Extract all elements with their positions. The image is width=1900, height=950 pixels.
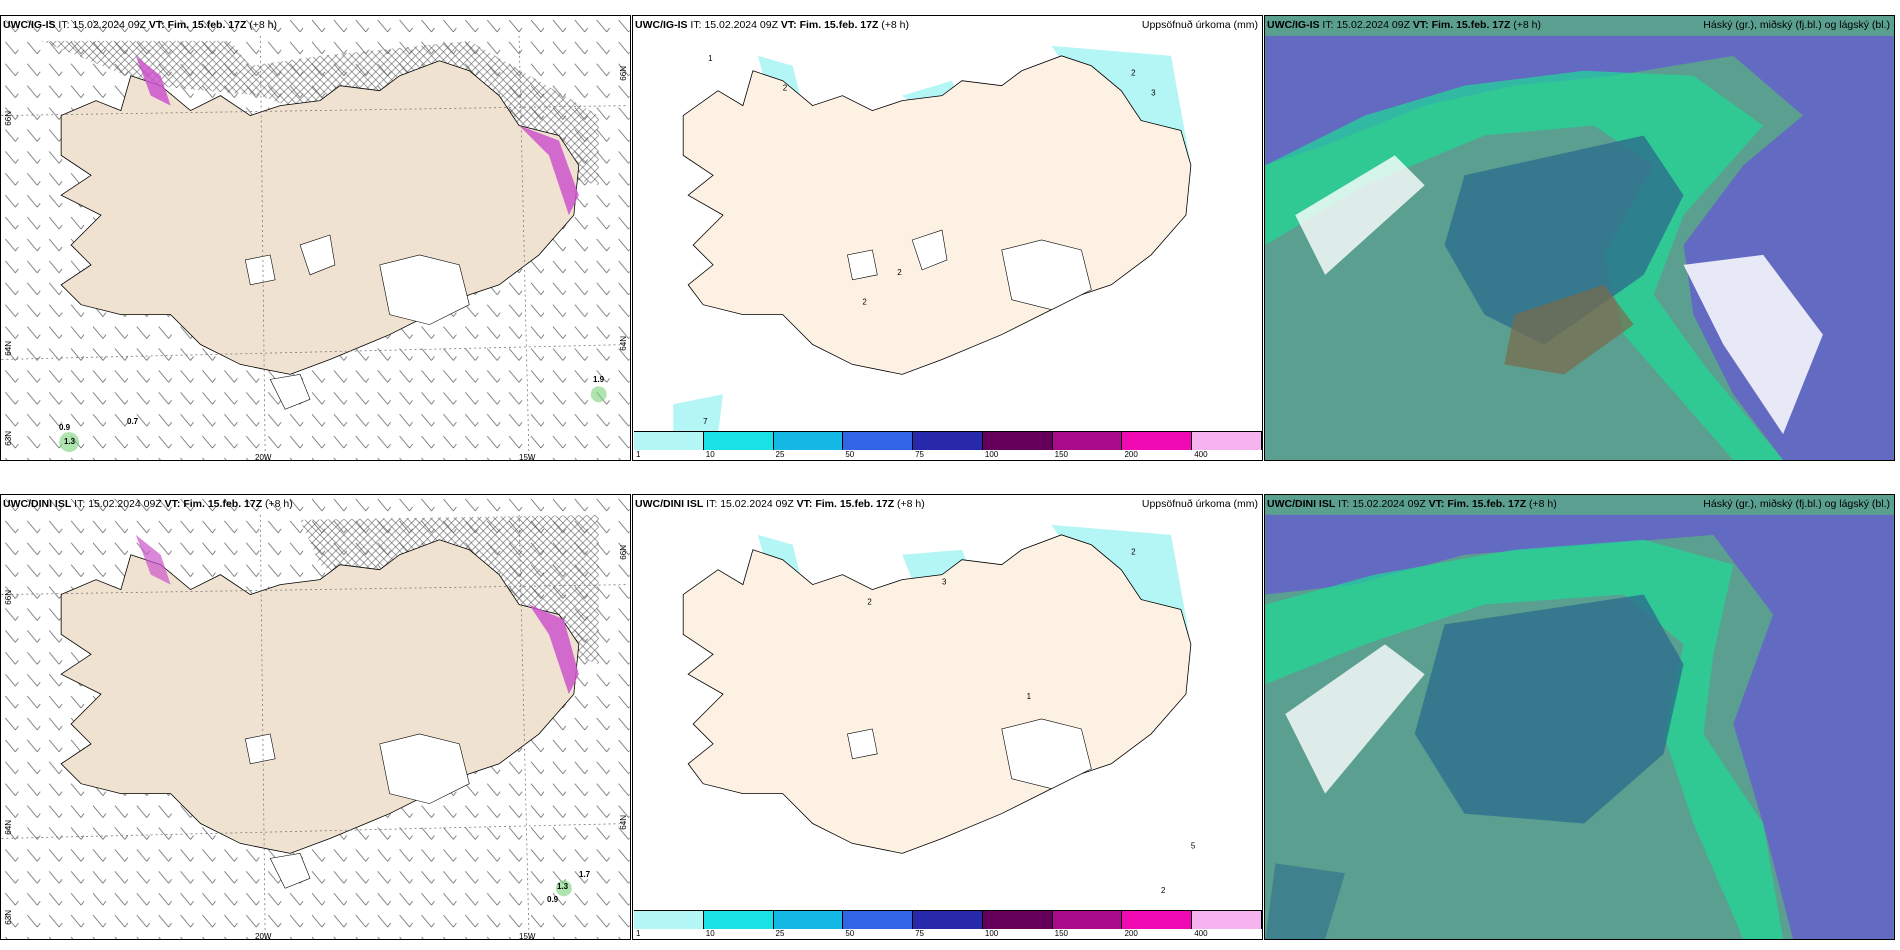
scale-cell [982,432,1053,450]
wind-snow-map-top: UWC/IG-IS IT: 15.02.2024 09Z VT: Fim. 15… [0,15,631,461]
scale-tick-label: 10 [705,929,715,938]
lat-label: 66N [619,66,628,81]
scale-tick-label: 50 [845,929,855,938]
scale-cell [634,911,704,929]
svg-text:1: 1 [1027,692,1032,701]
svg-text:7: 7 [703,417,708,426]
value-label: 0.9 [59,423,71,432]
svg-text:2: 2 [1131,548,1136,557]
value-label: 0.7 [127,417,139,426]
svg-text:2: 2 [1161,886,1166,895]
iceland-landmass [682,55,1192,375]
svg-text:2: 2 [862,298,867,307]
lat-label: 64N [4,341,13,356]
iceland-map: 2 3 2 1 5 2 [682,524,1196,895]
panel-header: UWC/DINI ISL IT: 15.02.2024 09Z VT: Fim.… [1267,498,1890,510]
scale-cell [843,911,914,929]
lon-label: 15W [519,932,536,940]
lat-label: 64N [619,336,628,351]
scale-cell [1192,432,1262,450]
scale-cell [1192,911,1262,929]
value-label: 1.3 [557,882,569,891]
svg-text:3: 3 [1151,89,1156,98]
iceland-landmass [682,534,1192,854]
scale-tick-label: 1 [636,450,641,459]
scale-tick-label: 400 [1194,450,1208,459]
svg-text:5: 5 [1191,841,1196,850]
svg-text:2: 2 [867,598,872,607]
precip-color-scale [634,431,1262,450]
cloud-map-top: UWC/IG-IS IT: 15.02.2024 09Z VT: Fim. 15… [1264,15,1895,461]
scale-tick-label: 25 [775,929,785,938]
scale-cell [1052,432,1123,450]
lat-label: 63N [4,431,13,446]
cloud-cover-map [1265,35,1894,460]
cloud-cover-map [1265,514,1894,939]
panel-header: UWC/IG-IS IT: 15.02.2024 09Z VT: Fim. 15… [1267,19,1890,31]
scale-cell [1122,432,1193,450]
lon-label: 20W [255,453,272,461]
cloud-map-bottom: UWC/DINI ISL IT: 15.02.2024 09Z VT: Fim.… [1264,494,1895,940]
scale-tick-label: 100 [984,929,999,938]
scale-cell [634,432,704,450]
svg-text:3: 3 [942,578,947,587]
precip-color-scale [634,910,1262,929]
scale-tick-label: 10 [705,450,715,459]
panel-header: UWC/DINI ISL IT: 15.02.2024 09Z VT: Fim.… [635,498,1258,510]
lon-label: 15W [519,453,536,461]
wind-snow-map-bottom: UWC/DINI ISL IT: 15.02.2024 09Z VT: Fim.… [0,494,631,940]
svg-text:2: 2 [783,84,788,93]
iceland-map [1,495,630,939]
lat-label: 64N [4,820,13,835]
scale-tick-label: 1 [636,929,641,938]
scale-cell [843,432,914,450]
scale-tick-label: 25 [775,450,785,459]
scale-tick-label: 50 [845,450,855,459]
lat-label: 66N [4,111,13,126]
scale-cell [1052,911,1123,929]
scale-cell [703,432,774,450]
lat-label: 66N [4,590,13,605]
scale-cell [773,911,844,929]
svg-text:2: 2 [897,268,902,277]
scale-tick-label: 200 [1124,929,1138,938]
scale-tick-label: 150 [1054,450,1069,459]
iceland-map [1,16,630,460]
scale-tick-label: 400 [1194,929,1208,938]
scale-cell [1122,911,1193,929]
precip-map-bottom: UWC/DINI ISL IT: 15.02.2024 09Z VT: Fim.… [632,494,1263,940]
value-label: 0.9 [547,895,559,904]
lat-label: 66N [619,545,628,560]
scale-cell [913,432,983,450]
precip-scale-ticks: 1 10 25 50 75 100 150 200 400 [634,929,1262,939]
scale-tick-label: 75 [915,929,925,938]
scale-tick-label: 75 [915,450,925,459]
panel-header: UWC/IG-IS IT: 15.02.2024 09Z VT: Fim. 15… [635,19,1258,31]
scale-cell [913,911,983,929]
scale-tick-label: 200 [1124,450,1138,459]
value-label: 1.9 [593,375,605,384]
panel-header: UWC/IG-IS IT: 15.02.2024 09Z VT: Fim. 15… [3,19,278,31]
precip-map-top: UWC/IG-IS IT: 15.02.2024 09Z VT: Fim. 15… [632,15,1263,461]
scale-cell [703,911,774,929]
scale-tick-label: 150 [1054,929,1069,938]
value-label: 1.3 [64,437,76,446]
precip-scale-ticks: 1 10 25 50 75 100 150 200 400 [634,450,1262,460]
svg-text:2: 2 [1131,69,1136,78]
iceland-map: 12 23 22 72 [673,45,1192,446]
lat-label: 63N [4,910,13,925]
value-label: 1.7 [579,870,591,879]
scale-cell [982,911,1053,929]
scale-cell [773,432,844,450]
lon-label: 20W [255,932,272,940]
svg-text:1: 1 [708,54,713,63]
panel-header: UWC/DINI ISL IT: 15.02.2024 09Z VT: Fim.… [3,498,293,510]
lat-label: 64N [619,815,628,830]
scale-tick-label: 100 [984,450,999,459]
